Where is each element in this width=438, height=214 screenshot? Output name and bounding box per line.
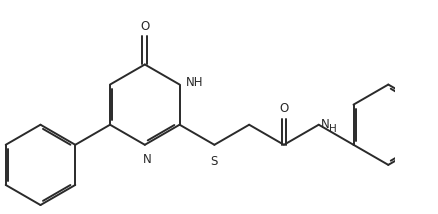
Text: S: S	[210, 155, 218, 168]
Text: O: O	[140, 20, 149, 33]
Text: N: N	[320, 118, 329, 131]
Text: N: N	[142, 153, 151, 166]
Text: H: H	[328, 125, 336, 134]
Text: O: O	[279, 102, 288, 115]
Text: NH: NH	[185, 76, 203, 89]
